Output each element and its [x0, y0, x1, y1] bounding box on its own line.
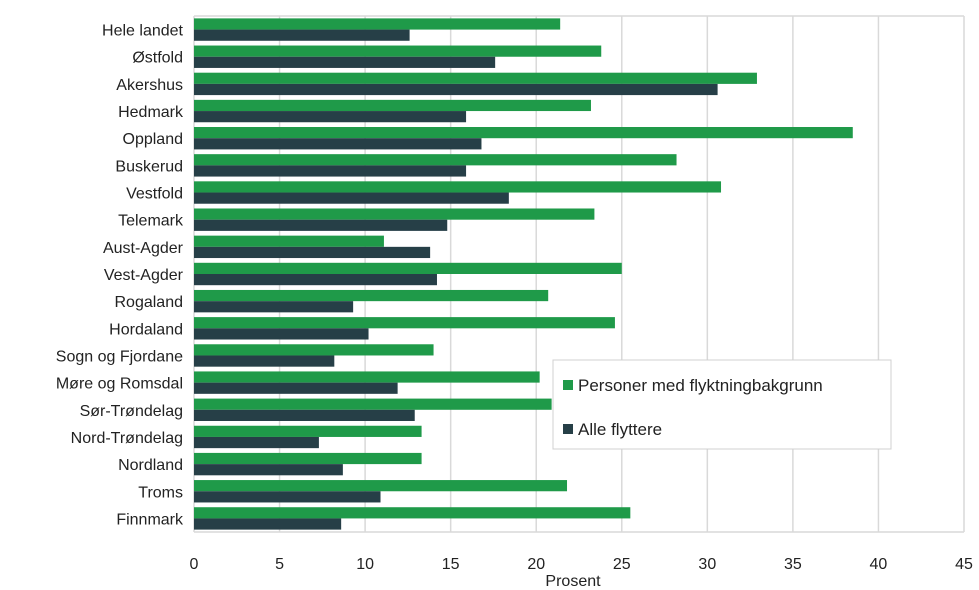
- bar-all-movers-13: [194, 382, 398, 394]
- category-label-16: Nordland: [118, 457, 183, 474]
- category-label-3: Hedmark: [118, 104, 184, 121]
- category-label-5: Buskerud: [115, 158, 183, 175]
- x-tick-labels: 0 5 10 15 20 25 30 35 40 45: [190, 556, 973, 573]
- category-label-0: Hele landet: [102, 23, 184, 40]
- category-label-9: Vest-Agder: [104, 267, 184, 284]
- bar-refugee-13: [194, 371, 540, 383]
- bar-refugee-18: [194, 507, 631, 519]
- bar-refugee-8: [194, 235, 384, 247]
- category-label-10: Rogaland: [115, 294, 184, 311]
- legend-swatch-refugee: [563, 380, 573, 390]
- bar-refugee-9: [194, 262, 622, 274]
- bars: [194, 18, 853, 530]
- bar-refugee-16: [194, 452, 422, 465]
- bar-all-movers-8: [194, 246, 431, 259]
- x-tick-5: 5: [275, 556, 284, 573]
- x-axis-title: Prosent: [545, 573, 601, 590]
- bar-refugee-11: [194, 317, 615, 329]
- bar-all-movers-4: [194, 138, 482, 150]
- bar-refugee-14: [194, 398, 552, 410]
- x-tick-0: 0: [190, 556, 199, 573]
- bar-refugee-3: [194, 99, 591, 112]
- category-labels: Hele landet Østfold Akershus Hedmark Oppland…: [56, 23, 184, 529]
- bar-refugee-5: [194, 154, 677, 166]
- bar-all-movers-17: [194, 491, 381, 503]
- bar-refugee-1: [194, 45, 602, 57]
- legend-label-refugee: Personer med flyktningbakgrunn: [578, 376, 823, 395]
- x-tick-15: 15: [442, 556, 460, 573]
- category-label-12: Sogn og Fjordane: [56, 348, 183, 365]
- bar-refugee-17: [194, 480, 568, 492]
- category-label-8: Aust-Agder: [103, 240, 184, 257]
- bar-refugee-10: [194, 289, 549, 302]
- legend: Personer med flyktningbakgrunn Alle flyt…: [552, 359, 892, 450]
- bar-all-movers-6: [194, 192, 509, 204]
- x-tick-10: 10: [356, 556, 374, 573]
- category-label-18: Finnmark: [116, 511, 184, 528]
- category-label-17: Troms: [138, 484, 183, 501]
- category-label-4: Oppland: [123, 131, 184, 148]
- category-label-6: Vestfold: [126, 186, 183, 203]
- bar-refugee-2: [194, 72, 757, 84]
- bar-refugee-12: [194, 344, 434, 356]
- x-tick-35: 35: [784, 556, 802, 573]
- bar-refugee-6: [194, 181, 722, 193]
- category-label-7: Telemark: [118, 213, 184, 230]
- bar-all-movers-5: [194, 165, 467, 177]
- bar-all-movers-3: [194, 111, 467, 123]
- bar-all-movers-15: [194, 436, 319, 449]
- bar-refugee-7: [194, 208, 595, 220]
- bar-all-movers-1: [194, 56, 496, 68]
- category-label-2: Akershus: [116, 77, 183, 94]
- category-label-15: Nord-Trøndelag: [71, 430, 183, 447]
- legend-box: [552, 359, 892, 450]
- category-label-1: Østfold: [132, 50, 183, 67]
- bar-all-movers-16: [194, 464, 343, 476]
- category-label-11: Hordaland: [109, 321, 183, 338]
- bar-refugee-0: [194, 18, 561, 30]
- bar-all-movers-18: [194, 518, 342, 530]
- x-tick-40: 40: [870, 556, 888, 573]
- x-tick-45: 45: [955, 556, 973, 573]
- legend-label-all-movers: Alle flyttere: [578, 420, 662, 439]
- x-tick-20: 20: [527, 556, 545, 573]
- bar-all-movers-14: [194, 409, 415, 421]
- x-tick-25: 25: [613, 556, 631, 573]
- bar-all-movers-12: [194, 355, 335, 367]
- bar-all-movers-10: [194, 301, 354, 313]
- bar-refugee-4: [194, 127, 853, 139]
- bar-all-movers-0: [194, 29, 410, 41]
- bar-all-movers-7: [194, 219, 448, 231]
- x-tick-30: 30: [698, 556, 716, 573]
- bar-all-movers-11: [194, 328, 369, 340]
- bar-refugee-15: [194, 425, 422, 437]
- category-label-13: Møre og Romsdal: [56, 376, 183, 393]
- bar-all-movers-9: [194, 274, 437, 286]
- category-label-14: Sør-Trøndelag: [80, 403, 183, 420]
- bar-all-movers-2: [194, 83, 718, 96]
- legend-swatch-all-movers: [563, 424, 573, 434]
